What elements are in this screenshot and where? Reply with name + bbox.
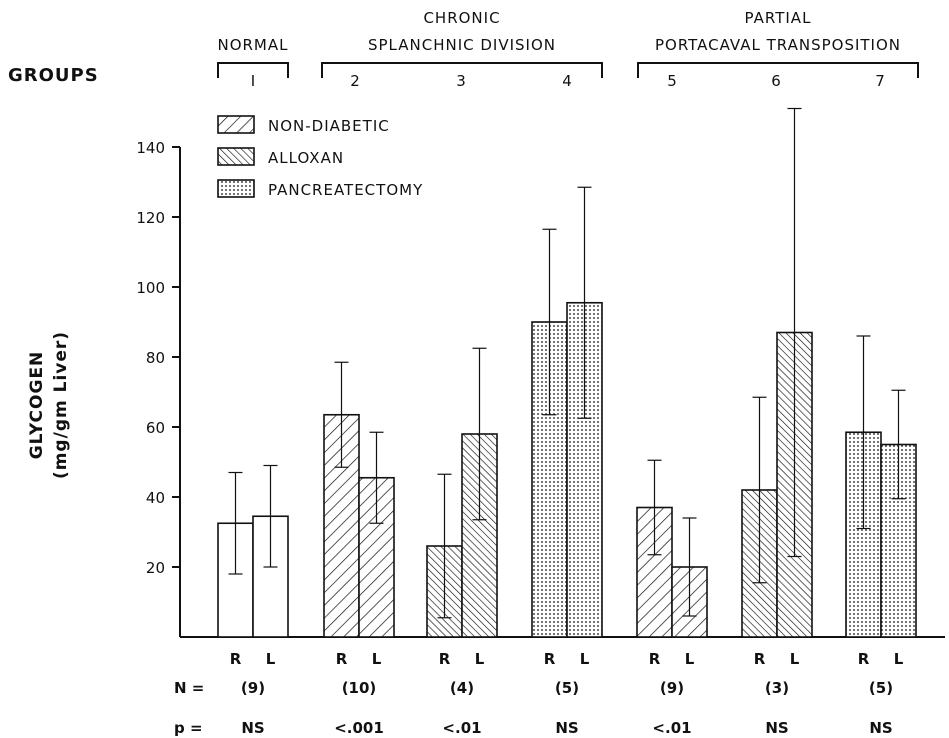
y-tick-label: 80 bbox=[146, 349, 165, 367]
group-number: 6 bbox=[771, 72, 781, 90]
bar-side-label: L bbox=[580, 650, 590, 668]
p-row-label: p = bbox=[174, 719, 203, 737]
bar-side-label: R bbox=[439, 650, 451, 668]
group-number: I bbox=[251, 72, 255, 90]
y-tick-label: 140 bbox=[136, 139, 165, 157]
groups-label: GROUPS bbox=[8, 65, 99, 86]
bar-side-label: R bbox=[230, 650, 242, 668]
n-value: (10) bbox=[342, 679, 377, 697]
n-value: (4) bbox=[450, 679, 474, 697]
y-tick-label: 60 bbox=[146, 419, 165, 437]
section-header-line: CHRONIC bbox=[423, 9, 500, 27]
section-header-line: PARTIAL bbox=[745, 9, 812, 27]
y-ticks: 20 40 60 80 100 120 140 bbox=[136, 139, 180, 577]
n-value: (3) bbox=[765, 679, 789, 697]
legend-label: PANCREATECTOMY bbox=[268, 181, 423, 199]
y-tick-label: 100 bbox=[136, 279, 165, 297]
bar-side-label: R bbox=[754, 650, 766, 668]
y-axis-title-line2: (mg/gm Liver) bbox=[51, 331, 71, 479]
y-axis-title-line1: GLYCOGEN bbox=[27, 351, 47, 460]
group-number: 2 bbox=[350, 72, 360, 90]
bar-side-label: R bbox=[858, 650, 870, 668]
p-value: NS bbox=[765, 719, 788, 737]
legend-label: ALLOXAN bbox=[268, 149, 344, 167]
y-tick-label: 120 bbox=[136, 209, 165, 227]
p-value: <.01 bbox=[652, 719, 691, 737]
section-header-line: SPLANCHNIC DIVISION bbox=[368, 36, 556, 54]
p-value: NS bbox=[241, 719, 264, 737]
y-tick-label: 40 bbox=[146, 489, 165, 507]
section-bracket bbox=[637, 62, 919, 78]
bar-side-label: L bbox=[894, 650, 904, 668]
bar-side-label: L bbox=[685, 650, 695, 668]
group-number: 4 bbox=[562, 72, 572, 90]
n-row-label: N = bbox=[174, 679, 204, 697]
section-bracket bbox=[321, 62, 603, 78]
group-number: 7 bbox=[875, 72, 885, 90]
legend-swatch-dots bbox=[217, 179, 255, 198]
y-axis-title: GLYCOGEN (mg/gm Liver) bbox=[27, 331, 71, 479]
bar-side-label: R bbox=[336, 650, 348, 668]
y-tick-label: 20 bbox=[146, 559, 165, 577]
legend-swatch-hatch-forward bbox=[217, 115, 255, 134]
legend-swatch-hatch-back bbox=[217, 147, 255, 166]
group-number: 5 bbox=[667, 72, 677, 90]
bar-side-label: L bbox=[266, 650, 276, 668]
section-header-line: PORTACAVAL TRANSPOSITION bbox=[655, 36, 901, 54]
p-value: NS bbox=[869, 719, 892, 737]
group-headers: NORMAL CHRONIC SPLANCHNIC DIVISION PARTIAL P… bbox=[217, 9, 919, 90]
legend-label: NON-DIABETIC bbox=[268, 117, 390, 135]
legend: NON-DIABETIC ALLOXAN PANCREATECTOMY bbox=[217, 115, 423, 199]
n-value: (9) bbox=[660, 679, 684, 697]
bars bbox=[217, 107, 917, 638]
n-value: (9) bbox=[241, 679, 265, 697]
n-value: (5) bbox=[869, 679, 893, 697]
p-value: <.01 bbox=[442, 719, 481, 737]
bar-side-label: L bbox=[475, 650, 485, 668]
section-header-line: NORMAL bbox=[217, 36, 288, 54]
section-bracket bbox=[217, 62, 289, 78]
bar-side-label: R bbox=[544, 650, 556, 668]
group-number: 3 bbox=[456, 72, 466, 90]
bar-side-label: L bbox=[790, 650, 800, 668]
n-value: (5) bbox=[555, 679, 579, 697]
bar-side-label: L bbox=[372, 650, 382, 668]
p-value: <.001 bbox=[334, 719, 384, 737]
bar-side-label: R bbox=[649, 650, 661, 668]
p-value: NS bbox=[555, 719, 578, 737]
